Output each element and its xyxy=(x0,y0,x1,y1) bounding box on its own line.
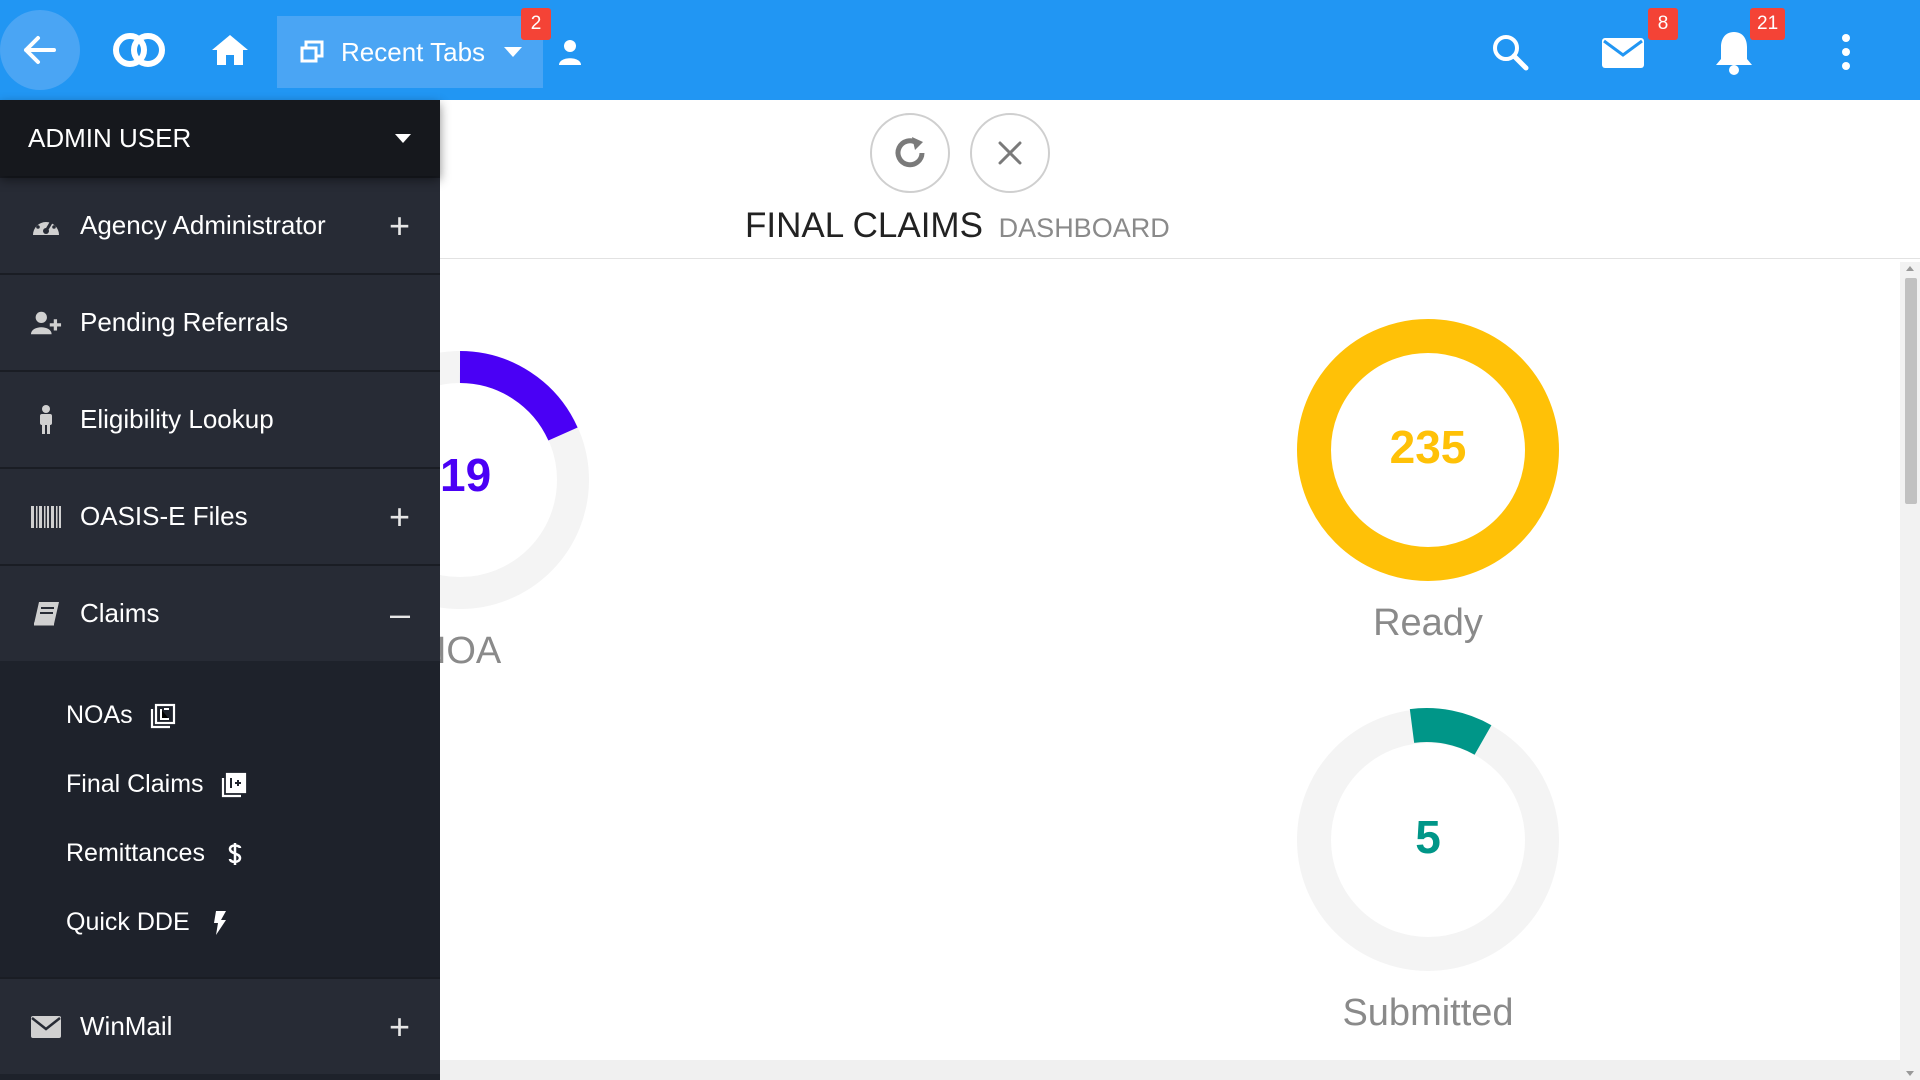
notifications-badge: 21 xyxy=(1750,8,1786,40)
caret-down-icon xyxy=(504,47,523,57)
back-button[interactable] xyxy=(0,10,80,90)
refresh-icon xyxy=(895,137,925,168)
caret-down-icon xyxy=(395,134,411,143)
expand-toggle[interactable]: + xyxy=(388,1005,410,1047)
close-button[interactable] xyxy=(970,113,1050,193)
sidebar-item-eligibility-lookup[interactable]: Eligibility Lookup xyxy=(0,370,440,467)
mail-icon[interactable] xyxy=(1600,32,1646,72)
noa-icon xyxy=(149,702,177,730)
collapse-toggle[interactable]: – xyxy=(389,592,410,634)
scrollbar-thumb[interactable] xyxy=(1905,278,1917,504)
recent-tabs-badge: 2 xyxy=(521,8,551,40)
recent-tabs-dropdown[interactable]: Recent Tabs xyxy=(277,16,543,88)
sidebar-item-label: Eligibility Lookup xyxy=(80,404,274,434)
person-icon xyxy=(30,404,62,435)
sidebar-item-claims[interactable]: Claims – xyxy=(0,564,440,661)
sidebar-subitem-label: Remittances xyxy=(66,839,205,867)
user-menu[interactable]: ADMIN USER xyxy=(0,100,440,176)
gauge-submitted-arc xyxy=(1409,708,1492,756)
gauge-awaiting-noa-value: 19 xyxy=(440,449,492,501)
page-title-main: FINAL CLAIMS xyxy=(745,206,983,245)
sidebar-subitem-label: Quick DDE xyxy=(66,908,190,936)
sidebar-subitem-label: NOAs xyxy=(66,701,133,729)
close-icon xyxy=(998,141,1022,165)
user-plus-icon xyxy=(30,308,62,338)
expand-toggle[interactable]: + xyxy=(388,204,410,246)
sidebar: ADMIN USER Agency Administrator + Pendin… xyxy=(0,100,440,1080)
sidebar-item-label: Pending Referrals xyxy=(80,307,289,337)
title-divider xyxy=(440,258,1920,259)
bolt-icon xyxy=(206,909,234,937)
arrow-left-icon xyxy=(24,36,56,64)
user-name: ADMIN USER xyxy=(28,122,192,153)
scroll-down-arrow[interactable] xyxy=(1906,1071,1914,1076)
tabs-icon xyxy=(300,40,324,63)
refresh-button[interactable] xyxy=(870,113,950,193)
final-claims-icon xyxy=(220,771,248,799)
sidebar-subitem-label: Final Claims xyxy=(66,770,204,798)
gauge-ready-arc xyxy=(1297,319,1559,581)
gauge-ready-label: Ready xyxy=(1373,602,1483,644)
dollar-icon xyxy=(221,840,249,868)
app-logo-icon[interactable] xyxy=(108,28,170,72)
sidebar-subitem-noas[interactable]: NOAs xyxy=(0,681,440,750)
sidebar-item-label: WinMail xyxy=(80,1011,173,1041)
more-vertical-icon[interactable] xyxy=(1834,32,1858,72)
sidebar-subitem-remittances[interactable]: Remittances xyxy=(0,819,440,888)
claims-submenu: NOAs Final Claims Remittances Quick DDE xyxy=(0,661,440,977)
mail-badge: 8 xyxy=(1648,8,1678,40)
home-icon[interactable] xyxy=(210,30,250,70)
page-title: FINAL CLAIMS DASHBOARD xyxy=(745,206,1170,246)
sidebar-subitem-final-claims[interactable]: Final Claims xyxy=(0,750,440,819)
gauge-submitted-value: 5 xyxy=(1415,811,1441,863)
gauge-submitted[interactable] xyxy=(1296,708,1560,972)
sidebar-item-oasis-e-files[interactable]: OASIS-E Files + xyxy=(0,467,440,564)
page-title-subtitle: DASHBOARD xyxy=(998,213,1170,243)
gauge-submitted-label: Submitted xyxy=(1342,992,1514,1034)
scroll-up-arrow[interactable] xyxy=(1906,266,1914,271)
gauge-ready[interactable] xyxy=(1296,318,1560,582)
barcode-icon xyxy=(30,502,62,532)
sidebar-item-label: Agency Administrator xyxy=(80,210,326,240)
sidebar-item-winmail[interactable]: WinMail + xyxy=(0,977,440,1074)
sidebar-item-pending-referrals[interactable]: Pending Referrals xyxy=(0,273,440,370)
vertical-scrollbar[interactable] xyxy=(1900,262,1920,1080)
horizontal-scrollbar[interactable] xyxy=(440,1060,1900,1080)
sidebar-item-label: OASIS-E Files xyxy=(80,501,248,531)
sidebar-item-agency-administrator[interactable]: Agency Administrator + xyxy=(0,176,440,273)
top-bar: Recent Tabs 2 8 21 xyxy=(0,0,1920,100)
dashboard-icon xyxy=(30,211,62,241)
sidebar-subitem-quick-dde[interactable]: Quick DDE xyxy=(0,888,440,957)
book-icon xyxy=(30,599,62,629)
recent-tabs-label: Recent Tabs xyxy=(341,36,486,67)
bell-icon[interactable] xyxy=(1712,28,1756,76)
expand-toggle[interactable]: + xyxy=(388,495,410,537)
gauge-awaiting-noa-arc xyxy=(459,351,578,441)
sidebar-item-label: Claims xyxy=(80,598,160,628)
gauge-ready-value: 235 xyxy=(1389,421,1467,473)
user-icon[interactable] xyxy=(556,38,584,66)
envelope-icon xyxy=(30,1012,62,1042)
search-icon[interactable] xyxy=(1490,32,1530,72)
